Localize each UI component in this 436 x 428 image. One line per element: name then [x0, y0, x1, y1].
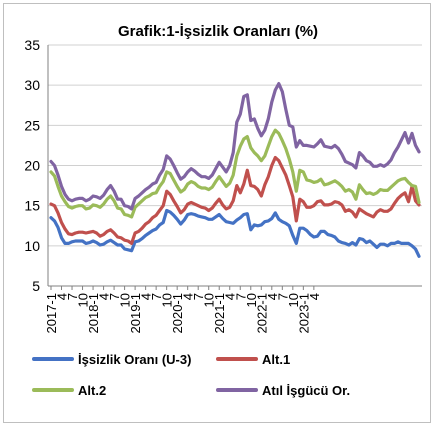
legend-label-2: Alt.1: [262, 352, 290, 367]
x-tick-label: 10: [202, 293, 217, 307]
x-tick-label: 7: [65, 293, 80, 300]
x-tick-label: 2020-1: [170, 293, 185, 333]
legend-label-3: Alt.2: [78, 383, 106, 398]
x-tick-label: 10: [76, 293, 91, 307]
x-tick-label: 7: [233, 293, 248, 300]
y-tick-label: 25: [24, 117, 40, 133]
y-tick-label: 35: [24, 37, 40, 53]
x-tick-label: 2023-1: [296, 293, 311, 333]
x-tick-label: 7: [107, 293, 122, 300]
series-lines: [49, 81, 421, 258]
x-tick-label: 4: [181, 293, 196, 300]
legend: İşsizlik Oranı (U-3) Alt.1 Alt.2 Atıl İşgüc…: [32, 352, 350, 398]
series-line-2: [49, 155, 421, 245]
y-tick-label: 15: [24, 198, 40, 214]
gridlines: [48, 44, 422, 247]
x-tick-label: 4: [223, 293, 238, 300]
x-tick-label: 4: [307, 293, 322, 300]
x-tick-label: 2022-1: [254, 293, 269, 333]
x-tick-label: 4: [139, 293, 154, 300]
x-tick-label: 7: [149, 293, 164, 300]
x-tick-label: 2017-1: [44, 293, 59, 333]
axes: [47, 45, 422, 290]
x-tick-label: 7: [275, 293, 290, 300]
series-line-1: [49, 208, 421, 258]
x-tick-label: 2018-1: [86, 293, 101, 333]
x-tick-label: 10: [160, 293, 175, 307]
x-tick-label: 10: [244, 293, 259, 307]
chart-frame: [3, 3, 431, 423]
y-tick-label: 5: [32, 278, 40, 294]
y-tick-label: 30: [24, 77, 40, 93]
series-line-3: [49, 128, 421, 219]
y-axis-ticks: 5 10 15 20 25 30 35: [24, 37, 40, 294]
x-tick-label: 4: [97, 293, 112, 300]
chart-title: Grafik:1-İşsizlik Oranları (%): [118, 23, 318, 40]
x-tick-label: 10: [118, 293, 133, 307]
x-tick-label: 4: [55, 293, 70, 300]
x-tick-label: 10: [286, 293, 301, 307]
x-axis-ticks: 2017-147102018-147102019-147102020-14710…: [44, 293, 322, 333]
x-tick-label: 4: [265, 293, 280, 300]
legend-label-1: İşsizlik Oranı (U-3): [78, 352, 191, 367]
x-tick-label: 2019-1: [128, 293, 143, 333]
legend-label-4: Atıl İşgücü Or.: [262, 383, 350, 398]
x-tick-label: 2021-1: [212, 293, 227, 333]
y-tick-label: 20: [24, 158, 40, 174]
series-line-4: [49, 81, 421, 211]
x-tick-label: 7: [191, 293, 206, 300]
y-tick-label: 10: [24, 238, 40, 254]
